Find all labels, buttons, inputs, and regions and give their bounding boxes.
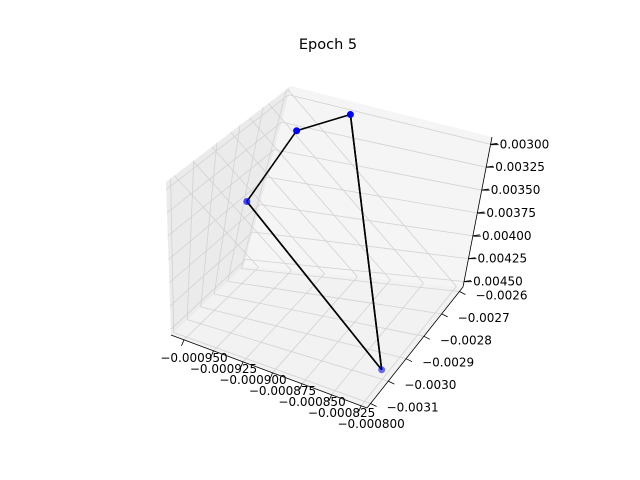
y-tick-label-5: −0.0031 bbox=[387, 401, 439, 415]
y-axis-ticks: −0.0026 −0.0027 −0.0028 −0.0029 −0.0030 −0.00… bbox=[370, 288, 527, 415]
z-tick-mark-2 bbox=[481, 188, 489, 191]
data-point-1 bbox=[293, 127, 301, 135]
axis-panes bbox=[166, 86, 492, 408]
x-tick-label-6: −0.000800 bbox=[337, 417, 404, 431]
z-grid-left-1 bbox=[166, 121, 282, 214]
left-pane bbox=[166, 86, 291, 335]
z-tick-label-1: −0.00325 bbox=[485, 160, 545, 174]
x-grid-floor-1 bbox=[213, 270, 292, 352]
data-points bbox=[243, 110, 386, 374]
z-grid-left-3 bbox=[168, 176, 268, 260]
x-tick-mark-4 bbox=[299, 383, 303, 390]
floor-pane bbox=[171, 266, 463, 408]
z-tick-label-2: −0.00350 bbox=[481, 183, 541, 197]
x-tick-mark-3 bbox=[269, 372, 273, 379]
x-tick-mark-1 bbox=[210, 350, 214, 357]
x-grid-floor-6 bbox=[360, 286, 457, 407]
x-tick-mark-2 bbox=[240, 361, 244, 368]
z-grid-back-4 bbox=[259, 204, 473, 237]
y-tick-label-1: −0.0027 bbox=[458, 311, 510, 325]
z-tick-label-0: −0.00300 bbox=[490, 137, 550, 151]
x-tick-label-0: −0.000950 bbox=[160, 351, 227, 365]
z-tick-label-3: −0.00375 bbox=[476, 206, 536, 220]
y-grid-floor-3 bbox=[200, 306, 407, 360]
z-grid-left-4 bbox=[169, 204, 261, 284]
y-tick-label-4: −0.0030 bbox=[404, 378, 456, 392]
edge-line-0 bbox=[296, 113, 351, 132]
y-tick-mark-5 bbox=[370, 403, 377, 407]
z-grid-left-0 bbox=[165, 94, 289, 190]
x-grid-floor-4 bbox=[301, 279, 391, 385]
x-axis-ticks: −0.000950−0.000925−0.000900−0.000875−0.0… bbox=[160, 339, 405, 431]
x-grid-wall-0 bbox=[173, 175, 259, 268]
x-tick-label-3: −0.000875 bbox=[249, 384, 316, 398]
z-tick-mark-5 bbox=[468, 257, 476, 260]
z-grid-back-2 bbox=[274, 149, 482, 191]
z-grid-back-1 bbox=[281, 121, 487, 168]
back-pane bbox=[244, 86, 492, 287]
y-grid-wall-5 bbox=[170, 178, 175, 333]
x-tick-mark-5 bbox=[328, 394, 332, 401]
y-grid-floor-2 bbox=[214, 293, 424, 337]
y-tick-mark-3 bbox=[405, 358, 413, 363]
y-tick-label-0: −0.0026 bbox=[475, 288, 527, 302]
x-grid-wall-3 bbox=[230, 132, 358, 278]
axis-lines bbox=[170, 136, 493, 409]
data-point-2 bbox=[243, 197, 251, 205]
z-axis-ticks: −0.00300 −0.00325 −0.00350 −0.00375 −0.00400… bbox=[463, 137, 549, 288]
edge-line-5 bbox=[246, 200, 383, 371]
x-axis-line bbox=[170, 334, 368, 409]
x-tick-mark-6 bbox=[358, 405, 362, 412]
z-tick-mark-0 bbox=[490, 142, 498, 145]
chart-title: Epoch 5 bbox=[299, 37, 357, 53]
y-axis-line bbox=[366, 286, 464, 409]
y-tick-label-2: −0.0028 bbox=[440, 333, 492, 347]
grid-lines bbox=[165, 88, 491, 407]
z-axis-line bbox=[462, 136, 493, 288]
y-tick-mark-4 bbox=[388, 380, 395, 385]
y-tick-mark-1 bbox=[441, 313, 448, 318]
x-grid-wall-2 bbox=[211, 146, 325, 274]
y-tick-label-3: −0.0029 bbox=[422, 356, 474, 370]
z-tick-mark-1 bbox=[486, 165, 494, 168]
z-tick-mark-4 bbox=[472, 234, 480, 237]
x-grid-floor-0 bbox=[183, 267, 259, 341]
y-grid-wall-1 bbox=[227, 107, 264, 282]
x-grid-floor-2 bbox=[242, 273, 325, 363]
z-grid-back-0 bbox=[288, 94, 491, 145]
y-grid-floor-1 bbox=[227, 280, 442, 315]
data-point-3 bbox=[378, 366, 386, 374]
x-tick-label-4: −0.000850 bbox=[278, 395, 345, 409]
edge-line-1 bbox=[246, 130, 298, 202]
edge-line-4 bbox=[349, 114, 383, 370]
z-grid-back-6 bbox=[245, 259, 465, 282]
z-tick-label-4: −0.00400 bbox=[472, 229, 532, 243]
y-grid-floor-5 bbox=[173, 332, 371, 404]
y-grid-wall-2 bbox=[213, 125, 241, 295]
y-grid-wall-3 bbox=[200, 142, 218, 307]
y-grid-floor-4 bbox=[187, 319, 389, 382]
z-grid-back-5 bbox=[252, 231, 469, 260]
y-tick-mark-0 bbox=[459, 291, 466, 295]
z-grid-back-3 bbox=[267, 176, 478, 214]
z-grid-left-5 bbox=[169, 231, 254, 307]
z-tick-label-6: −0.00450 bbox=[463, 275, 523, 289]
y-grid-wall-0 bbox=[240, 89, 287, 269]
x-tick-mark-0 bbox=[181, 339, 185, 346]
x-grid-floor-3 bbox=[272, 276, 358, 374]
x-tick-label-2: −0.000900 bbox=[219, 373, 286, 387]
z-grid-left-2 bbox=[167, 149, 275, 237]
x-tick-label-1: −0.000925 bbox=[190, 362, 257, 376]
z-tick-mark-6 bbox=[464, 280, 472, 282]
y-tick-mark-2 bbox=[423, 335, 431, 340]
z-tick-label-5: −0.00425 bbox=[467, 252, 527, 266]
z-tick-mark-3 bbox=[477, 211, 485, 214]
z-grid-left-6 bbox=[170, 259, 246, 330]
data-point-0 bbox=[346, 110, 354, 118]
x-tick-label-5: −0.000825 bbox=[308, 406, 375, 420]
edge-lines bbox=[246, 113, 383, 371]
y-grid-wall-4 bbox=[186, 160, 195, 320]
y-grid-floor-0 bbox=[241, 268, 460, 292]
